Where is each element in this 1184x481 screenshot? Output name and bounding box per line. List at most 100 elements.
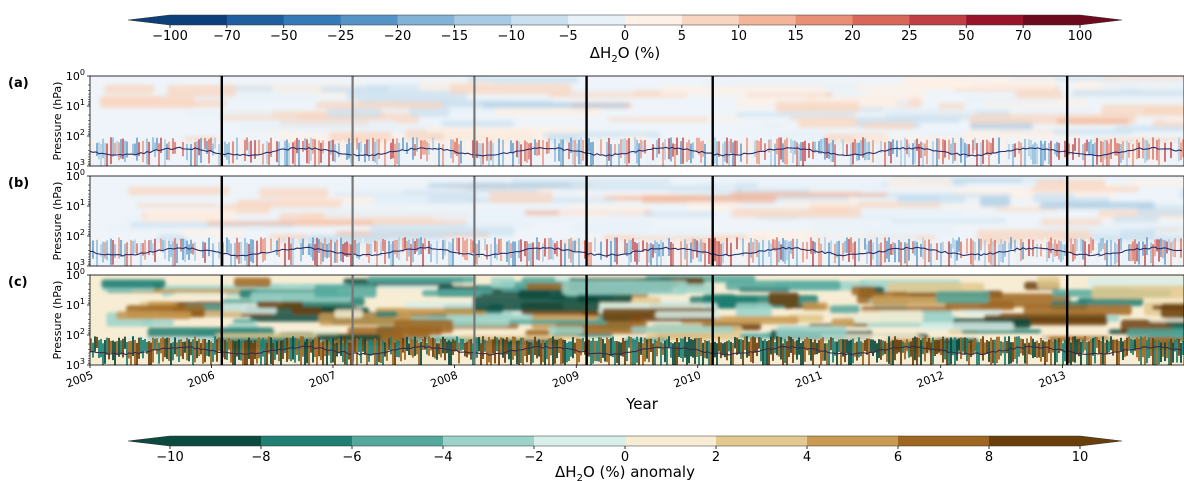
heatmap-stripe	[346, 144, 348, 160]
heatmap-stripe	[1030, 140, 1032, 160]
heatmap-stripe	[238, 339, 240, 360]
heatmap-stripe	[824, 137, 826, 160]
heatmap-stripe	[106, 337, 108, 355]
heatmap-stripe	[920, 340, 922, 365]
heatmap-stripe	[728, 141, 730, 166]
heatmap-stripe	[898, 139, 900, 160]
heatmap-stripe	[1154, 139, 1156, 166]
heatmap-stripe	[614, 341, 616, 365]
heatmap-stripe	[944, 343, 946, 360]
heatmap-stripe	[136, 342, 138, 365]
heatmap-cell	[116, 311, 192, 320]
heatmap-stripe	[648, 243, 650, 263]
heatmap-stripe	[892, 139, 894, 154]
heatmap-stripe	[446, 139, 448, 157]
heatmap-stripe	[820, 243, 822, 266]
heatmap-stripe	[118, 337, 120, 357]
heatmap-cell	[327, 107, 382, 118]
heatmap-stripe	[582, 139, 584, 161]
heatmap-stripe	[820, 338, 822, 365]
heatmap-stripe	[1060, 241, 1062, 262]
heatmap-stripe	[134, 239, 136, 254]
heatmap-stripe	[780, 337, 782, 360]
heatmap-stripe	[162, 240, 164, 253]
heatmap-cell	[909, 80, 971, 89]
heatmap-stripe	[174, 238, 176, 266]
heatmap-stripe	[702, 342, 704, 365]
heatmap-stripe	[244, 237, 246, 261]
heatmap-cell	[328, 131, 392, 143]
heatmap-stripe	[404, 237, 406, 249]
heatmap-stripe	[468, 339, 470, 355]
heatmap-stripe	[130, 239, 132, 266]
heatmap-cell	[1023, 108, 1093, 112]
heatmap-stripe	[272, 138, 274, 156]
heatmap-stripe	[400, 337, 402, 362]
heatmap-stripe	[748, 140, 750, 158]
heatmap-stripe	[910, 341, 912, 357]
heatmap-stripe	[446, 341, 448, 354]
heatmap-stripe	[1036, 340, 1038, 358]
heatmap-stripe	[178, 339, 180, 362]
heatmap-stripe	[1050, 237, 1052, 254]
heatmap-stripe	[654, 137, 656, 166]
heatmap-cell	[518, 289, 566, 299]
heatmap-stripe	[406, 142, 408, 154]
y-tick-label: 100	[66, 168, 85, 183]
heatmap-stripe	[334, 144, 336, 163]
heatmap-cell	[848, 310, 924, 323]
heatmap-stripe	[844, 339, 846, 363]
heatmap-stripe	[382, 140, 384, 156]
heatmap-stripe	[796, 142, 798, 166]
heatmap-stripe	[200, 242, 202, 257]
heatmap-stripe	[772, 141, 774, 157]
heatmap-stripe	[852, 242, 854, 260]
heatmap-stripe	[380, 141, 382, 153]
heatmap-stripe	[1116, 339, 1118, 365]
heatmap-stripe	[506, 139, 508, 164]
heatmap-stripe	[296, 137, 298, 154]
heatmap-stripe	[768, 240, 770, 257]
heatmap-stripe	[1026, 144, 1028, 162]
heatmap-stripe	[678, 238, 680, 253]
heatmap-stripe	[660, 144, 662, 161]
heatmap-stripe	[796, 340, 798, 360]
heatmap-stripe	[278, 237, 280, 258]
heatmap-stripe	[886, 142, 888, 166]
heatmap-stripe	[180, 141, 182, 156]
heatmap-stripe	[422, 339, 424, 350]
heatmap-stripe	[376, 241, 378, 266]
heatmap-cell	[831, 318, 855, 327]
heatmap-stripe	[466, 140, 468, 155]
heatmap-stripe	[182, 341, 184, 360]
heatmap-stripe	[768, 340, 770, 365]
heatmap-stripe	[144, 138, 146, 163]
heatmap-stripe	[614, 143, 616, 156]
heatmap-stripe	[872, 140, 874, 163]
heatmap-stripe	[506, 337, 508, 355]
heatmap-stripe	[102, 241, 104, 263]
colorbar-segment	[261, 436, 353, 446]
heatmap-stripe	[750, 142, 752, 166]
heatmap-stripe	[684, 239, 686, 260]
heatmap-stripe	[512, 241, 514, 266]
heatmap-stripe	[1032, 338, 1034, 359]
heatmap-stripe	[824, 237, 826, 253]
heatmap-stripe	[432, 337, 434, 358]
heatmap-stripe	[336, 140, 338, 159]
heatmap-stripe	[1002, 243, 1004, 263]
heatmap-stripe	[184, 239, 186, 262]
heatmap-stripe	[252, 239, 254, 264]
heatmap-stripe	[476, 337, 478, 358]
heatmap-stripe	[190, 341, 192, 356]
heatmap-cell	[166, 84, 236, 97]
heatmap-stripe	[1182, 340, 1184, 356]
heatmap-cell	[173, 292, 227, 297]
heatmap-stripe	[764, 238, 766, 261]
heatmap-stripe	[756, 342, 758, 357]
heatmap-stripe	[142, 243, 144, 256]
heatmap-stripe	[472, 343, 474, 365]
heatmap-stripe	[1138, 338, 1140, 362]
heatmap-stripe	[164, 139, 166, 166]
